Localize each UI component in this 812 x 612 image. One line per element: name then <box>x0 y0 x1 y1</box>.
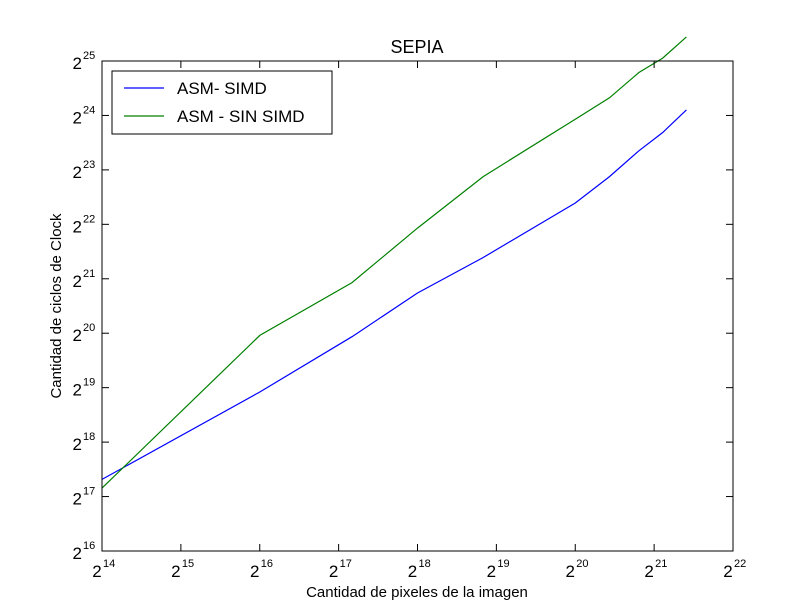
y-tick-base: 2 <box>73 108 82 127</box>
x-tick-label: 2 16 <box>250 558 273 581</box>
x-tick-base: 2 <box>644 562 653 581</box>
x-tick-label: 2 14 <box>92 558 115 581</box>
y-tick-label: 2 20 <box>73 322 96 345</box>
y-tick-exp: 16 <box>83 540 95 552</box>
y-tick-label: 2 21 <box>73 268 96 291</box>
x-tick-label: 2 20 <box>566 558 589 581</box>
y-tick-label: 2 24 <box>73 104 96 127</box>
legend: ASM- SIMD ASM - SIN SIMD <box>111 70 333 135</box>
y-tick-base: 2 <box>73 54 82 73</box>
y-tick-label: 2 25 <box>73 50 96 73</box>
x-tick-label: 2 17 <box>329 558 352 581</box>
y-tick-label: 2 17 <box>73 486 96 509</box>
y-tick-exp: 22 <box>83 213 95 225</box>
legend-label-2: ASM - SIN SIMD <box>177 107 305 126</box>
y-tick-base: 2 <box>73 326 82 345</box>
x-tick-base: 2 <box>566 562 575 581</box>
x-tick-base: 2 <box>329 562 338 581</box>
x-tick-exp: 19 <box>497 558 509 570</box>
y-tick-label: 2 18 <box>73 431 96 454</box>
y-tick-exp: 17 <box>83 486 95 498</box>
chart-title: SEPIA <box>390 37 443 57</box>
legend-label-1: ASM- SIMD <box>177 79 267 98</box>
x-tick-label: 2 22 <box>723 558 746 581</box>
x-tick-exp: 16 <box>261 558 273 570</box>
x-axis-label: Cantidad de pixeles de la imagen <box>306 584 528 601</box>
y-tick-base: 2 <box>73 381 82 400</box>
x-tick-exp: 20 <box>576 558 588 570</box>
y-tick-exp: 21 <box>83 268 95 280</box>
y-tick-label: 2 23 <box>73 159 96 182</box>
y-tick-label: 2 16 <box>73 540 96 563</box>
x-tick-exp: 15 <box>182 558 194 570</box>
x-tick-label: 2 18 <box>408 558 431 581</box>
series-line-1 <box>101 109 687 480</box>
y-tick-base: 2 <box>73 217 82 236</box>
series-layer <box>101 36 687 489</box>
y-tick-base: 2 <box>73 272 82 291</box>
y-tick-base: 2 <box>73 490 82 509</box>
x-tick-base: 2 <box>171 562 180 581</box>
y-tick-exp: 23 <box>83 159 95 171</box>
ticks-layer: 2 14 2 15 2 16 2 17 2 18 2 19 2 20 2 21 2 222 162 172 182 192… <box>73 50 747 581</box>
x-tick-base: 2 <box>250 562 259 581</box>
x-tick-base: 2 <box>408 562 417 581</box>
x-tick-exp: 18 <box>419 558 431 570</box>
x-tick-exp: 22 <box>734 558 746 570</box>
x-tick-base: 2 <box>487 562 496 581</box>
x-tick-base: 2 <box>723 562 732 581</box>
y-tick-label: 2 19 <box>73 377 96 400</box>
x-tick-exp: 14 <box>103 558 115 570</box>
y-axis-label: Cantidad de ciclos de Clock <box>48 213 65 399</box>
x-tick-label: 2 21 <box>644 558 667 581</box>
y-tick-base: 2 <box>73 163 82 182</box>
y-tick-exp: 24 <box>83 104 95 116</box>
x-tick-exp: 17 <box>340 558 352 570</box>
x-tick-exp: 21 <box>655 558 667 570</box>
y-tick-exp: 19 <box>83 377 95 389</box>
series-line-2 <box>101 36 687 489</box>
y-tick-base: 2 <box>73 435 82 454</box>
y-tick-base: 2 <box>73 544 82 563</box>
y-tick-exp: 20 <box>83 322 95 334</box>
legend-box <box>111 70 333 135</box>
x-tick-base: 2 <box>92 562 101 581</box>
x-tick-label: 2 15 <box>171 558 194 581</box>
y-tick-exp: 25 <box>83 50 95 62</box>
y-tick-exp: 18 <box>83 431 95 443</box>
y-tick-label: 2 22 <box>73 213 96 236</box>
x-tick-label: 2 19 <box>487 558 510 581</box>
